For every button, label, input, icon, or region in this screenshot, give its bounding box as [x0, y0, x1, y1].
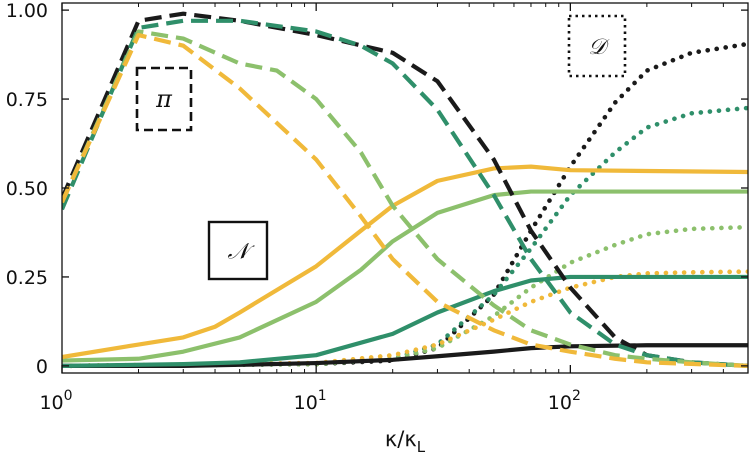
legend-entry-dotted: 𝒟 [567, 14, 627, 78]
series-layer [62, 11, 748, 369]
series-line-black-dashed [62, 11, 748, 368]
series-line-yellow-solid [62, 164, 748, 360]
legend-box-dashed [135, 66, 193, 132]
series-line-black-solid [62, 343, 748, 368]
legend-entry-solid: 𝒩 [207, 220, 269, 281]
series-line-light-green-solid [62, 189, 748, 363]
y-tick-label: 1.00 [6, 0, 48, 22]
legend-symbol-dashed: π [155, 85, 173, 113]
y-tick-label: 0.50 [6, 178, 48, 200]
legend-layer: π 𝒩 𝒟 [135, 14, 627, 281]
series-line-light-green-dashed [62, 29, 748, 368]
y-tick-label: 0.25 [6, 267, 48, 289]
x-tick-label: 101 [294, 388, 327, 414]
legend-entry-dashed: π [135, 66, 193, 132]
x-tick-label: 100 [39, 388, 72, 414]
legend-box-solid [207, 220, 269, 281]
legend-box-dotted [567, 14, 627, 78]
series-line-yellow-dashed [62, 32, 748, 368]
legend-symbol-dotted: 𝒟 [588, 35, 610, 60]
axes-layer: 0 0.25 0.50 0.75 1.00 100 101 102 κ/κL [6, 0, 749, 456]
y-tick-label: 0.75 [6, 89, 48, 111]
series-line-green-solid [62, 274, 748, 368]
y-tick-label: 0 [36, 356, 48, 378]
series-line-green-dashed [62, 18, 748, 368]
x-tick-label: 102 [548, 388, 581, 414]
series-line-yellow-dotted [62, 269, 748, 369]
x-axis-title: κ/κL [385, 427, 426, 456]
